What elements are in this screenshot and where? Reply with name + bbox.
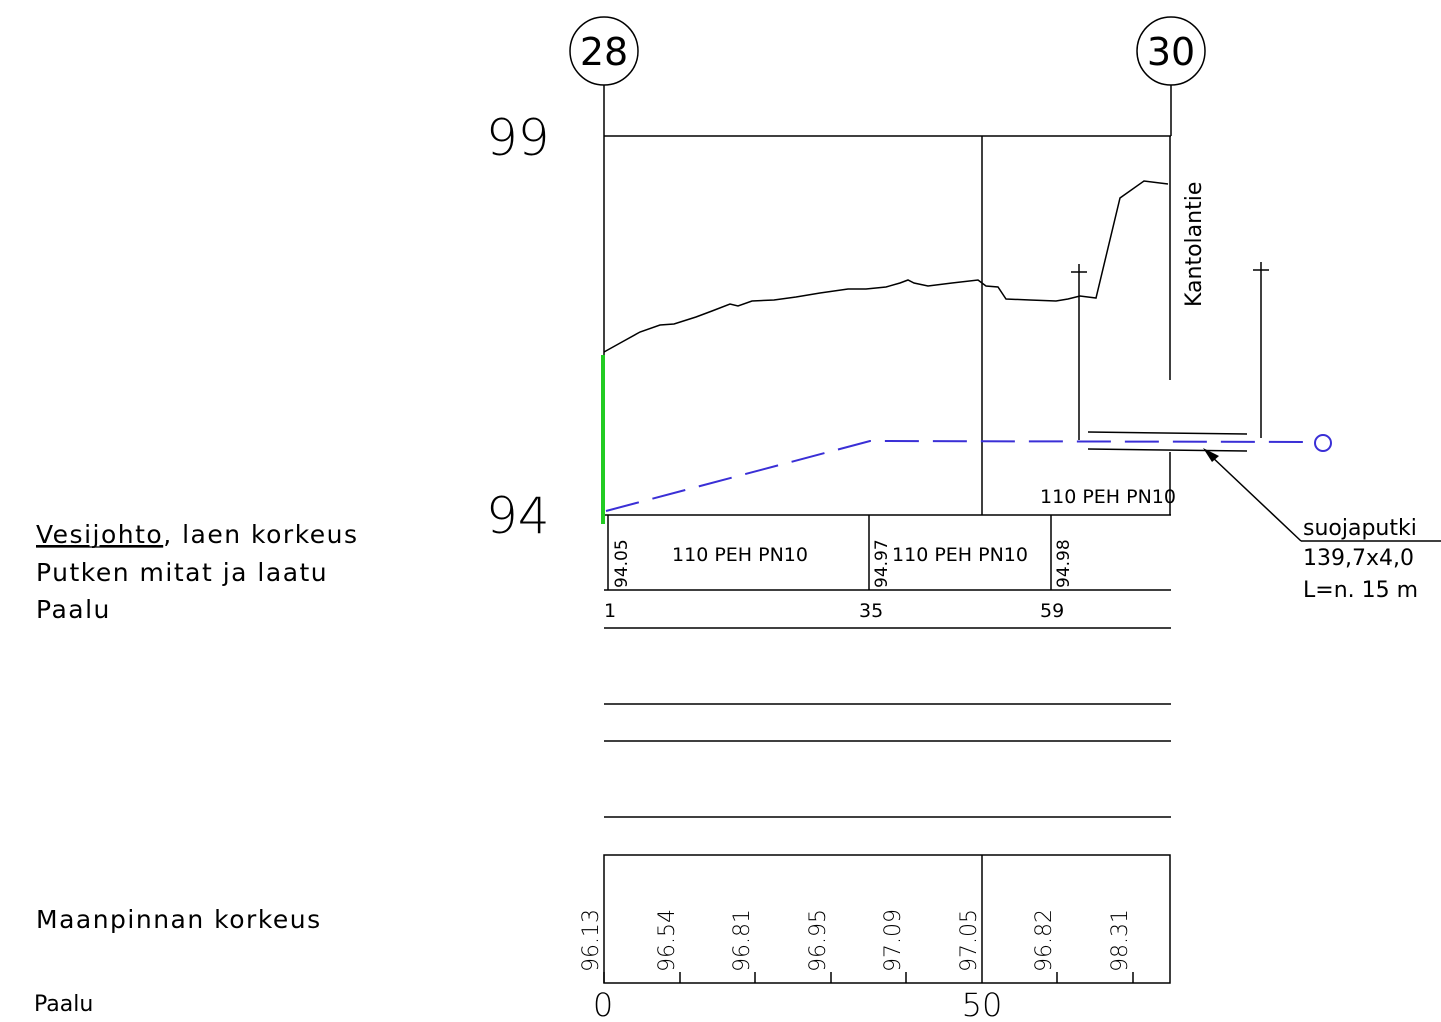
reference-marker-right	[1253, 262, 1269, 438]
ground-table-grid	[603, 854, 1171, 984]
pipe-table-grid	[604, 515, 1171, 818]
reference-marker-left	[1071, 264, 1087, 440]
station-3: 59	[1040, 600, 1064, 622]
ground-level-4: 96.95	[806, 909, 831, 972]
station-1: 1	[604, 600, 616, 622]
ground-level-6: 97.05	[957, 909, 982, 972]
row-label-water-line: Vesijohto, laen korkeus	[36, 520, 359, 549]
water-pipe-line	[605, 439, 1315, 512]
ground-station-2: 50	[962, 986, 1003, 1022]
row-label-ground-level: Maanpinnan korkeus	[36, 905, 322, 934]
row-label-station-bottom: Paalu	[34, 992, 93, 1017]
pipe-spec-1: 110 PEH PN10	[672, 544, 808, 566]
ground-level-7: 96.82	[1032, 909, 1057, 972]
road-label: Kantolantie	[1182, 182, 1207, 307]
pipe-spec-2: 110 PEH PN10	[892, 544, 1028, 566]
annotation-title: suojaputki	[1303, 516, 1417, 541]
profile-frame	[603, 135, 1171, 516]
node-left-label: 28	[580, 30, 628, 74]
profile-pipe-label: 110 PEH PN10	[1040, 486, 1176, 508]
ground-level-5: 97.09	[881, 909, 906, 972]
row-label-station: Paalu	[36, 595, 111, 624]
elevation-bottom-label: 94	[486, 487, 550, 545]
elevation-top-label: 99	[486, 109, 550, 167]
row-label-pipe-size: Putken mitat ja laatu	[36, 558, 328, 587]
node-right-label: 30	[1147, 30, 1195, 74]
station-2: 35	[859, 600, 883, 622]
ground-station-1: 0	[593, 986, 613, 1022]
node-marker-right: 30	[1136, 16, 1206, 86]
crown-level-1: 94.05	[612, 539, 632, 588]
ground-level-2: 96.54	[655, 909, 680, 972]
casing-leader	[1203, 448, 1441, 542]
casing-bottom-line	[1087, 448, 1248, 452]
pipe-end-icon	[1314, 434, 1332, 452]
row-label-water-line-prefix: Vesijohto	[36, 520, 163, 549]
ground-surface-line	[603, 180, 1169, 353]
ground-level-1: 96.13	[579, 909, 604, 972]
ground-level-8: 98.31	[1108, 909, 1133, 972]
annotation-spec: 139,7x4,0	[1303, 546, 1414, 571]
casing-top-line	[1087, 431, 1248, 435]
crown-level-2: 94.97	[872, 539, 892, 588]
annotation-length: L=n. 15 m	[1303, 578, 1418, 603]
ground-level-3: 96.81	[730, 909, 755, 972]
row-label-water-line-suffix: , laen korkeus	[163, 520, 358, 549]
crown-level-3: 94.98	[1054, 539, 1074, 588]
node-marker-left: 28	[569, 16, 639, 86]
